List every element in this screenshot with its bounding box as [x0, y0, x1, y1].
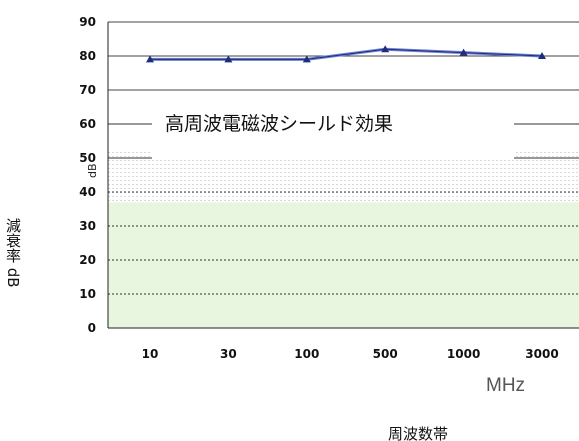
- y-tick-label: 50: [79, 151, 96, 165]
- title-box: [152, 96, 514, 160]
- data-point-marker: [146, 55, 154, 63]
- y-axis-label: 減衰率 dB: [4, 218, 22, 288]
- y-tick-label: 10: [79, 287, 96, 301]
- x-tick-labels: 10 30 100 500 1000 3000: [142, 347, 559, 361]
- series-line-core: [150, 48, 543, 60]
- x-axis-unit: MHz: [486, 375, 525, 396]
- y-tick-label: 20: [79, 253, 96, 267]
- plot-band-low: [108, 202, 579, 328]
- y-tick-label: 40: [79, 185, 96, 199]
- y-tick-label: 80: [79, 49, 96, 63]
- x-tick-label: 1000: [447, 347, 480, 361]
- x-tick-label: 500: [373, 347, 398, 361]
- x-axis-label: 周波数帯: [388, 425, 448, 441]
- y-tick-label: 60: [79, 117, 96, 131]
- y-tick-label: 30: [79, 219, 96, 233]
- x-tick-label: 10: [142, 347, 159, 361]
- y-tick-label: 70: [79, 83, 96, 97]
- x-tick-label: 100: [294, 347, 319, 361]
- y-tick-label: 0: [88, 321, 96, 335]
- x-tick-label: 3000: [525, 347, 558, 361]
- data-point-marker: [224, 55, 233, 63]
- y-axis-inner-label: dB: [86, 163, 99, 178]
- chart-title: 高周波電磁波シールド効果: [165, 113, 393, 135]
- data-point-marker: [459, 48, 468, 56]
- y-tick-label: 90: [79, 15, 96, 29]
- series-group: [146, 45, 546, 63]
- data-point-marker: [302, 55, 311, 63]
- data-point-marker: [381, 45, 390, 53]
- data-point-marker: [538, 52, 546, 59]
- y-tick-labels: 0 10 20 30 40 50 60 70 80 90: [79, 15, 96, 335]
- x-tick-label: 30: [220, 347, 237, 361]
